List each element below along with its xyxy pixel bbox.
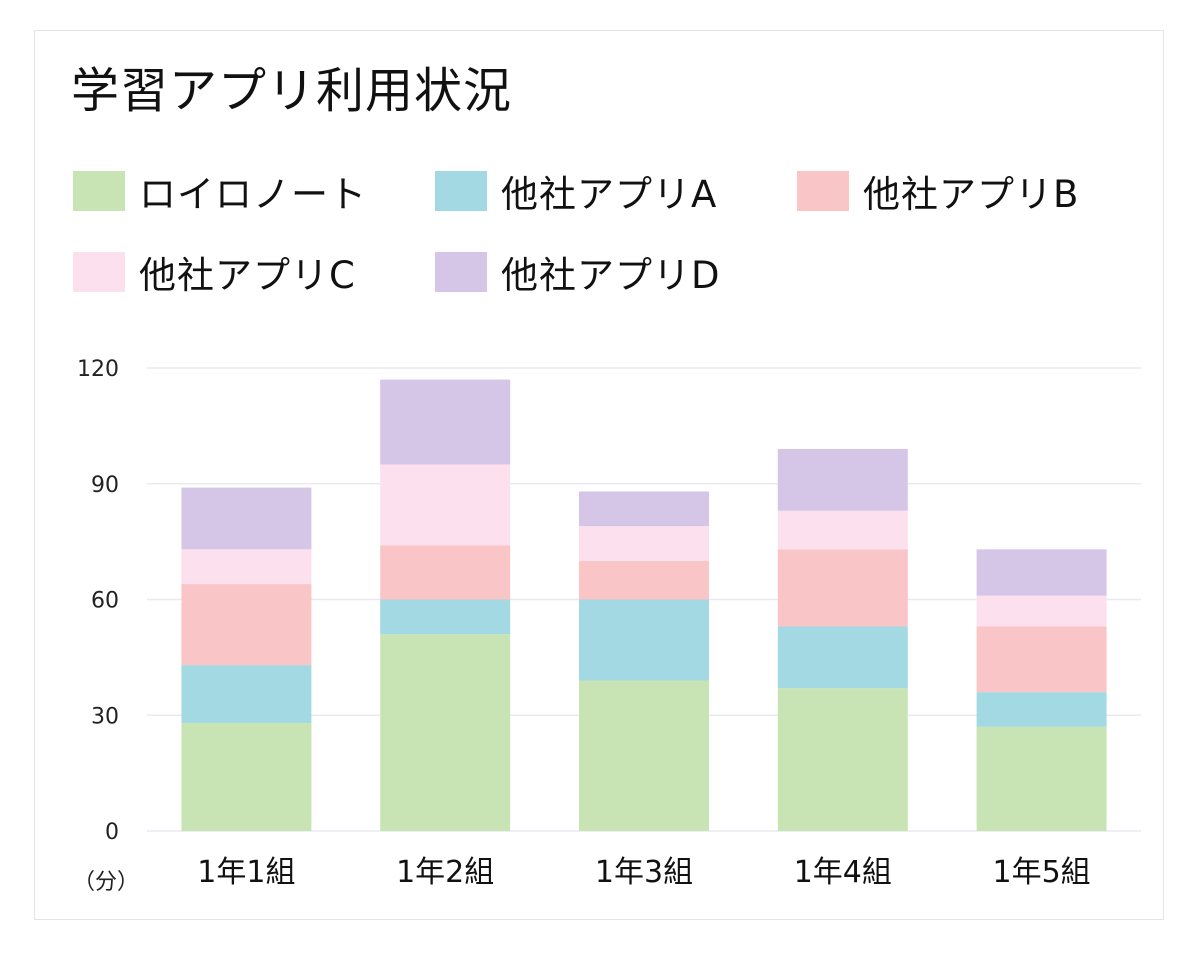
x-tick-label-4: 1年5組 bbox=[993, 855, 1091, 890]
plot-area: 0 30 60 90 120 （分） 1年1組 1年2組 1年3組 1年4組 1年5組 bbox=[73, 357, 1141, 895]
x-tick-label-3: 1年4組 bbox=[794, 855, 892, 890]
bar-1-1 bbox=[380, 599, 511, 635]
legend-label-1: 他社アプリA bbox=[501, 173, 718, 216]
bar-4-4 bbox=[976, 549, 1107, 596]
bar-0-2 bbox=[181, 584, 312, 666]
bar-0-4 bbox=[181, 487, 312, 550]
bar-0-3 bbox=[181, 549, 312, 585]
legend-label-3: 他社アプリC bbox=[139, 254, 356, 297]
bar-0-0 bbox=[181, 722, 312, 831]
legend-swatch-4 bbox=[435, 252, 487, 292]
bar-1-3 bbox=[380, 464, 511, 546]
bar-3-0 bbox=[777, 688, 908, 831]
legend-label-0: ロイロノート bbox=[139, 173, 367, 216]
y-tick-label-4: 120 bbox=[77, 357, 119, 382]
bar-4-3 bbox=[976, 595, 1107, 627]
chart-title: 学習アプリ利用状況 bbox=[71, 63, 513, 119]
bar-1-0 bbox=[380, 634, 511, 831]
legend-swatch-0 bbox=[73, 171, 125, 211]
x-tick-label-1: 1年2組 bbox=[396, 855, 494, 890]
bar-4-2 bbox=[976, 626, 1107, 693]
y-tick-label-1: 30 bbox=[91, 704, 119, 729]
y-tick-label-0: 0 bbox=[105, 820, 119, 845]
bar-2-4 bbox=[579, 491, 709, 527]
bar-3-1 bbox=[777, 626, 908, 689]
legend-label-4: 他社アプリD bbox=[501, 254, 721, 297]
bar-3-4 bbox=[777, 449, 908, 511]
bar-2-3 bbox=[579, 526, 709, 561]
legend-label-2: 他社アプリB bbox=[863, 173, 1080, 216]
bar-2-1 bbox=[579, 599, 709, 681]
bar-2-0 bbox=[579, 680, 709, 831]
chart-card: 学習アプリ利用状況 ロイロノート 他社アプリA 他社アプリB 他社アプリC 他社… bbox=[34, 30, 1164, 920]
y-tick-label-3: 90 bbox=[91, 473, 119, 498]
bar-3-2 bbox=[777, 549, 908, 627]
bar-1-4 bbox=[380, 379, 511, 465]
bar-3-3 bbox=[777, 510, 908, 550]
y-tick-label-2: 60 bbox=[91, 589, 119, 614]
x-tick-label-0: 1年1組 bbox=[197, 855, 295, 890]
legend-item-0: ロイロノート bbox=[73, 169, 367, 216]
legend-swatch-2 bbox=[797, 171, 849, 211]
bar-1-2 bbox=[380, 545, 511, 600]
legend-swatch-1 bbox=[435, 171, 487, 211]
bar-4-1 bbox=[976, 692, 1107, 727]
legend-item-1: 他社アプリA bbox=[435, 169, 717, 216]
bar-2-2 bbox=[579, 560, 709, 600]
bar-4-0 bbox=[976, 726, 1107, 831]
legend-item-3: 他社アプリC bbox=[73, 250, 356, 297]
legend-item-4: 他社アプリD bbox=[435, 250, 721, 297]
bar-0-1 bbox=[181, 665, 312, 723]
legend-swatch-3 bbox=[73, 252, 125, 292]
legend-item-2: 他社アプリB bbox=[797, 169, 1079, 216]
x-tick-label-2: 1年3組 bbox=[595, 855, 693, 890]
y-axis-unit-label: （分） bbox=[73, 870, 139, 895]
